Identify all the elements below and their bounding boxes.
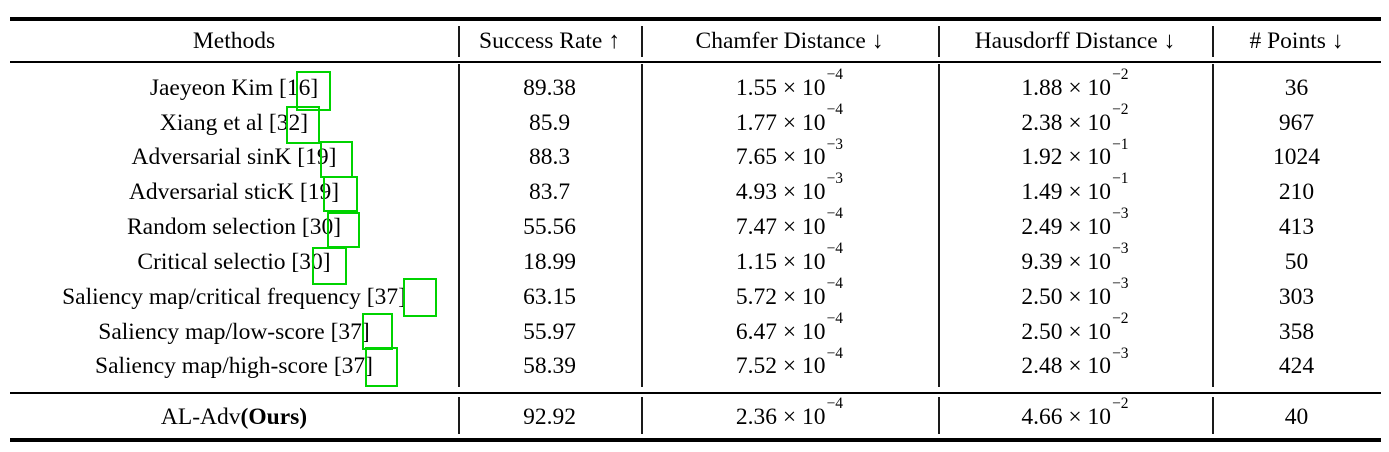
chamfer-cell: 7.65 × 10−3 — [735, 135, 844, 171]
ours-method-name: AL-Adv — [160, 403, 241, 430]
method-cell: Adversarial sticK [19] — [128, 179, 340, 206]
column-separator — [1212, 397, 1214, 434]
method-cell: Adversarial sinK [19] — [131, 144, 337, 171]
success-cell: 63.15 — [523, 283, 576, 310]
method-cell-ours: AL-Adv (Ours) — [10, 399, 458, 436]
points-cell: 210 — [1278, 179, 1315, 206]
points-cell: 50 — [1284, 248, 1309, 275]
table-bottom-rule — [10, 438, 1381, 442]
hausdorff-cell: 9.39 × 10−3 — [1021, 240, 1129, 275]
method-cell: Xiang et al [32] — [159, 109, 309, 136]
points-cell: 967 — [1278, 109, 1315, 136]
success-cell: 18.99 — [523, 248, 576, 275]
hausdorff-cell: 2.50 × 10−3 — [1021, 274, 1129, 310]
method-cell: Random selection [30] — [126, 214, 342, 241]
column-separator — [641, 26, 643, 57]
column-separator — [1212, 26, 1214, 57]
points-cell: 36 — [1284, 74, 1309, 101]
column-separator — [938, 64, 940, 387]
hausdorff-cell: 1.88 × 10−2 — [1021, 65, 1129, 101]
points-cell: 303 — [1278, 283, 1315, 310]
table-body: Jaeyeon Kim [16] 89.38 1.55 × 10−4 1.88 … — [10, 65, 1381, 385]
chamfer-cell: 1.55 × 10−4 — [735, 65, 844, 101]
footer-separator-rule — [10, 392, 1381, 394]
hausdorff-cell: 4.66 × 10−2 — [1021, 394, 1129, 430]
table-header-row: Methods Success Rate ↑ Chamfer Distance … — [10, 24, 1381, 60]
success-cell: 58.39 — [523, 353, 576, 380]
points-cell: 358 — [1278, 318, 1315, 345]
column-separator — [458, 26, 460, 57]
points-cell: 40 — [1284, 403, 1309, 430]
chamfer-cell: 1.77 × 10−4 — [735, 100, 844, 136]
table-footer-row: AL-Adv (Ours) 92.92 2.36 × 10−4 4.66 × 1… — [10, 394, 1381, 436]
column-separator — [641, 397, 643, 434]
hausdorff-cell: 1.49 × 10−1 — [1021, 170, 1129, 206]
hausdorff-cell: 1.92 × 10−1 — [1021, 135, 1129, 171]
method-cell: Critical selectio [30] — [137, 248, 331, 275]
table-top-rule — [10, 17, 1381, 21]
column-separator — [1212, 64, 1214, 387]
column-separator — [641, 64, 643, 387]
chamfer-cell: 4.93 × 10−3 — [735, 170, 844, 206]
success-cell: 89.38 — [523, 74, 576, 101]
chamfer-cell: 6.47 × 10−4 — [735, 309, 844, 345]
chamfer-cell: 7.47 × 10−4 — [735, 205, 844, 241]
success-cell: 83.7 — [528, 179, 571, 206]
header-chamfer-distance: Chamfer Distance ↓ — [695, 28, 884, 55]
header-num-points: # Points ↓ — [1249, 28, 1344, 55]
chamfer-cell: 5.72 × 10−4 — [735, 274, 844, 310]
method-cell: Saliency map/low-score [37] — [98, 318, 370, 345]
success-cell: 88.3 — [528, 144, 571, 171]
hausdorff-cell: 2.49 × 10−3 — [1021, 205, 1129, 241]
points-cell: 413 — [1278, 214, 1315, 241]
header-success-rate: Success Rate ↑ — [479, 28, 620, 55]
success-cell: 92.92 — [523, 403, 576, 430]
success-cell: 85.9 — [528, 109, 571, 136]
column-separator — [938, 26, 940, 57]
header-methods: Methods — [192, 28, 276, 55]
header-hausdorff-distance: Hausdorff Distance ↓ — [974, 28, 1176, 55]
method-cell: Jaeyeon Kim [16] — [149, 74, 319, 101]
points-cell: 424 — [1278, 353, 1315, 380]
method-cell: Saliency map/critical frequency [37] — [62, 283, 406, 310]
hausdorff-cell: 2.38 × 10−2 — [1021, 100, 1129, 136]
column-separator — [938, 397, 940, 434]
chamfer-cell: 2.36 × 10−4 — [735, 394, 844, 430]
column-separator — [458, 64, 460, 387]
hausdorff-cell: 2.50 × 10−2 — [1021, 309, 1129, 345]
hausdorff-cell: 2.48 × 10−3 — [1021, 344, 1129, 380]
ours-label: (Ours) — [240, 403, 308, 430]
success-cell: 55.56 — [523, 214, 576, 241]
chamfer-cell: 7.52 × 10−4 — [735, 344, 844, 380]
points-cell: 1024 — [1273, 144, 1320, 171]
success-cell: 55.97 — [523, 318, 576, 345]
header-separator-rule — [10, 61, 1381, 63]
method-cell: Saliency map/high-score [37] — [95, 353, 373, 380]
chamfer-cell: 1.15 × 10−4 — [735, 240, 844, 275]
column-separator — [458, 397, 460, 434]
